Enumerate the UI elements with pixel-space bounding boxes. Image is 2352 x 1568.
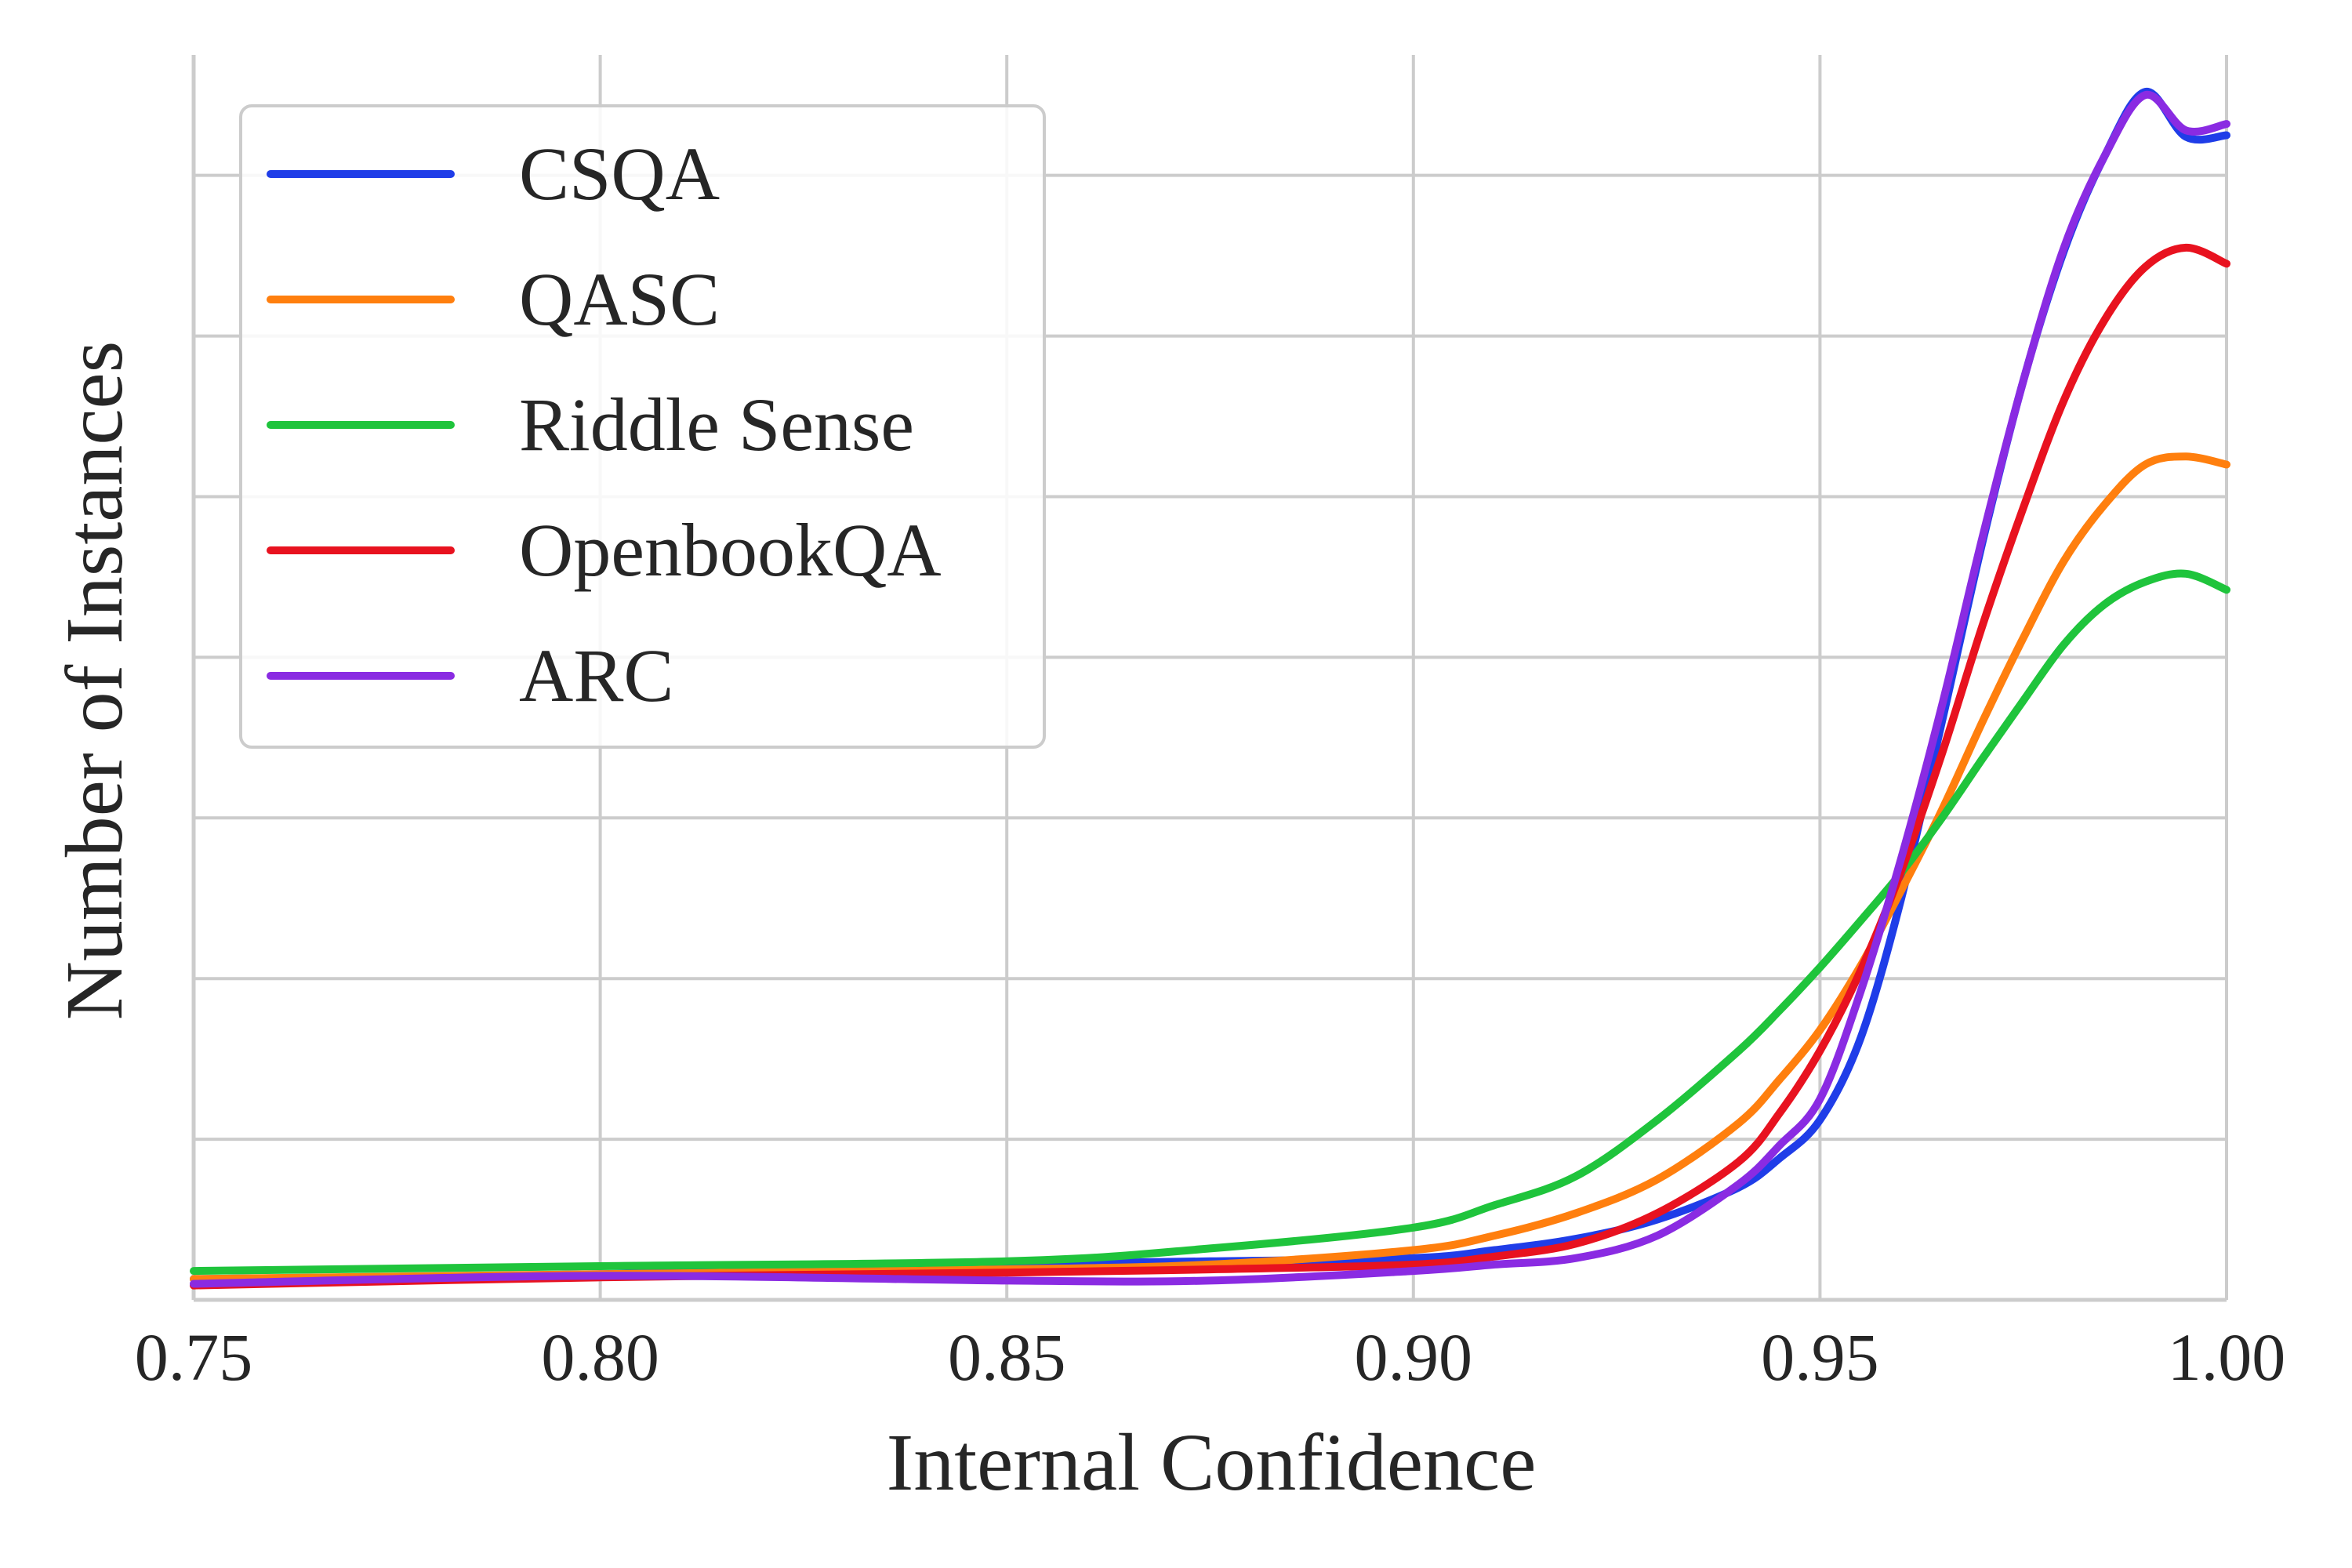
series-line-arc — [190, 90, 2230, 1288]
x-tick-label: 1.00 — [2168, 1319, 2286, 1395]
series-line-openbookqa — [190, 243, 2230, 1290]
y-axis-label: Number of Instances — [49, 341, 140, 1020]
legend-label: QASC — [519, 257, 720, 341]
legend: CSQA QASC Riddle Sense OpenbookQA ARC — [239, 104, 1046, 749]
legend-label: Riddle Sense — [519, 383, 914, 466]
legend-frame — [239, 104, 1046, 749]
legend-label: ARC — [519, 633, 673, 717]
x-tick-label: 0.90 — [1355, 1319, 1473, 1395]
x-tick-labels: 0.75 0.80 0.85 0.90 0.95 1.00 — [135, 1319, 2286, 1395]
x-axis-label: Internal Confidence — [887, 1417, 1537, 1508]
x-tick-label: 0.95 — [1761, 1319, 1879, 1395]
legend-label: CSQA — [519, 132, 720, 216]
series-lines — [190, 88, 2230, 1290]
series-line-riddle-sense — [190, 569, 2230, 1276]
legend-items: CSQA QASC Riddle Sense OpenbookQA ARC — [267, 132, 942, 717]
x-tick-label: 0.75 — [135, 1319, 253, 1395]
x-tick-label: 0.80 — [541, 1319, 659, 1395]
x-tick-label: 0.85 — [948, 1319, 1066, 1395]
legend-label: OpenbookQA — [519, 508, 942, 592]
axes — [191, 55, 2227, 1302]
